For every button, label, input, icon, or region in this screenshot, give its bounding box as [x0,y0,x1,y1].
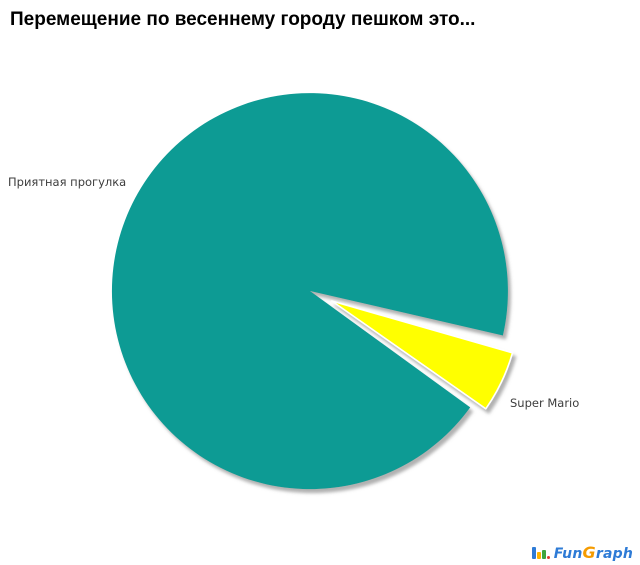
logo-text: FunGraph [553,543,633,562]
logo-dot-red [546,556,550,559]
pie-slice-exploded [331,300,514,410]
pie-slice-main [111,93,508,490]
chart-title: Перемещение по весеннему городу пешком э… [10,9,476,30]
bar-chart-icon [531,547,551,559]
slice-label-main: Приятная прогулка [8,175,127,189]
logo-bar-blue [531,547,536,559]
logo-bar-green [541,550,546,559]
logo-text-raph: raph [595,546,633,562]
slice-label-exploded: Super Mario [510,396,580,410]
logo-text-fun: Fun [553,546,583,562]
logo-text-g: G [582,543,596,562]
fungraph-logo: FunGraph [531,543,633,562]
logo-bar-yellow [536,552,541,559]
